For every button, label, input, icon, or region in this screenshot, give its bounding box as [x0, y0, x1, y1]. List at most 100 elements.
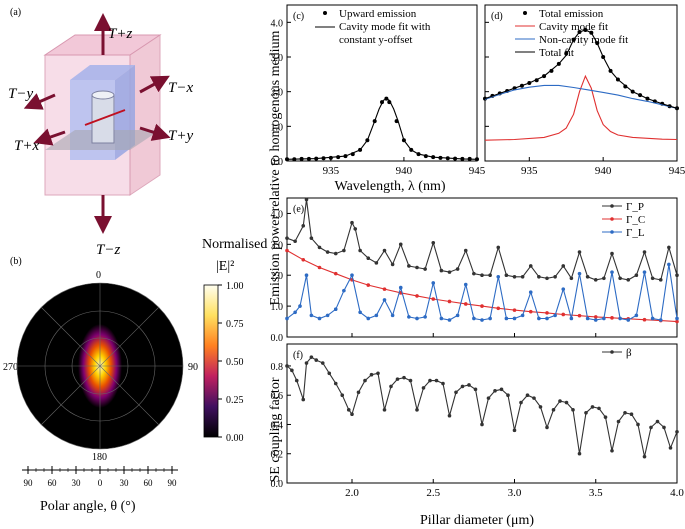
data-point-f-- [545, 425, 549, 430]
data-point-e--l [431, 281, 436, 285]
data-point-e--p [528, 264, 533, 268]
data-point-e--c [496, 306, 501, 311]
chart-f: (f) 2.0 2.5 3.0 3.5 4.0 0.0 0.2 0.4 0.6 0.8 β [271, 343, 684, 499]
data-point-e--c [301, 257, 306, 262]
data-point-e--c [317, 265, 322, 270]
data-point-e--p [650, 276, 655, 281]
series-line-e--l [286, 264, 678, 321]
colorbar-tick-label: 0.50 [226, 357, 244, 368]
x-tick-label: 945 [469, 165, 486, 177]
pillar-top [91, 90, 115, 100]
data-point-e--p [545, 276, 549, 281]
legend-label-d-2: Non-cavity mode fit [539, 34, 628, 46]
legend-label-e-2: Γ_L [626, 227, 645, 239]
data-point-e--c [675, 319, 679, 324]
angle-label-0: 0 [96, 270, 101, 281]
data-point-e--l [423, 315, 427, 319]
data-point-f-- [473, 387, 478, 392]
data-point-e--l [561, 287, 566, 291]
data-point-f-- [616, 419, 621, 424]
data-point-e--p [382, 248, 387, 253]
label-t-minus-y: T−y [8, 86, 33, 102]
data-point-f-- [610, 449, 614, 453]
colorbar-tick-label: 1.00 [226, 281, 244, 292]
data-point-f-- [421, 386, 426, 390]
x-tick-label: 945 [669, 165, 685, 177]
data-point-e--p [439, 268, 444, 273]
data-point-e--p [512, 274, 517, 279]
data-point-f-- [512, 428, 517, 433]
panel-label-d: (d) [491, 11, 503, 22]
data-point-f-- [376, 371, 380, 376]
data-point-f-- [538, 405, 543, 409]
data-point-f-- [532, 396, 536, 400]
data-point-e--p [317, 245, 322, 250]
legend-label-d-1: Cavity mode fit [539, 21, 608, 33]
data-point-f-- [309, 355, 314, 359]
y-tick-label: 0.0 [271, 157, 284, 168]
data-point-e--c [415, 294, 419, 298]
legend-dot-e-2 [610, 230, 614, 234]
y-tick-label: 1.0 [271, 302, 284, 313]
x-tick-label: 940 [396, 165, 413, 177]
legend-label-c-2: constant y-offset [339, 34, 412, 46]
data-point-e--c [382, 287, 387, 291]
data-point-e--c [333, 271, 338, 276]
data-point-f-- [525, 393, 530, 398]
data-point-f-- [577, 451, 582, 456]
data-point-e--c [545, 311, 549, 315]
data-point-f-- [649, 425, 653, 430]
data-point-e--l [390, 313, 395, 318]
data-point-e--l [577, 271, 582, 276]
data-point-e--p [325, 250, 330, 254]
data-point-f-- [499, 387, 504, 392]
data-point-e--l [626, 318, 631, 322]
data-point-e--l [350, 273, 354, 278]
panel-label-f: (f) [293, 350, 303, 361]
data-point-f-- [346, 408, 351, 412]
polar-axis-tick-label: 0 [98, 478, 103, 488]
data-point-e--c [610, 316, 614, 320]
data-point-f-- [301, 397, 306, 402]
polar-axis-tick-label: 30 [120, 478, 130, 488]
series-line-c-cavity-mode-fit [286, 97, 478, 160]
label-t-plus-y: T+y [168, 128, 193, 144]
data-point-f-- [363, 378, 367, 383]
data-point-e--p [293, 239, 297, 244]
polar-axis-tick-label: 90 [24, 478, 34, 488]
data-point-e--p [480, 273, 484, 278]
data-point-d-total-emission [675, 106, 679, 111]
data-point-f-- [294, 378, 299, 383]
data-point-e--l [545, 316, 549, 321]
data-point-e--l [496, 274, 501, 279]
top-shared-ylabel: Emission power relative to homogenous me… [268, 30, 283, 305]
data-point-e--c [512, 308, 517, 312]
data-point-e--c [528, 309, 533, 314]
data-point-f-- [395, 377, 400, 381]
wavelength-axis-label: Wavelength, λ (nm) [334, 179, 445, 194]
y-tick-label: 2.0 [271, 88, 284, 99]
angle-label-90: 90 [188, 362, 198, 373]
label-t-plus-z: T+z [108, 26, 132, 42]
data-point-f-- [333, 381, 338, 386]
legend-label-d-0: Total emission [539, 8, 604, 20]
chart-e: (e) 0.0 1.0 2.0 3.0 4.0 Γ_PΓ_CΓ_L [271, 197, 679, 344]
data-point-f-- [285, 364, 289, 368]
data-point-e--c [577, 313, 582, 318]
data-point-e--p [634, 273, 639, 278]
data-point-f-- [558, 399, 562, 403]
data-point-e--p [301, 224, 306, 228]
y-tick-label: 3.0 [271, 53, 284, 64]
colorbar-tick-label: 0.25 [226, 395, 244, 406]
data-point-f-- [493, 389, 497, 393]
data-point-f-- [480, 422, 484, 427]
data-point-e--p [366, 256, 371, 261]
data-point-e--l [447, 318, 452, 322]
data-point-f-- [408, 378, 413, 383]
data-point-f-- [519, 400, 523, 405]
legend-label-e-1: Γ_C [626, 214, 645, 226]
data-point-f-- [454, 390, 458, 395]
data-point-e--p [285, 236, 289, 240]
data-point-e--p [309, 236, 314, 240]
data-point-f-- [460, 384, 465, 389]
